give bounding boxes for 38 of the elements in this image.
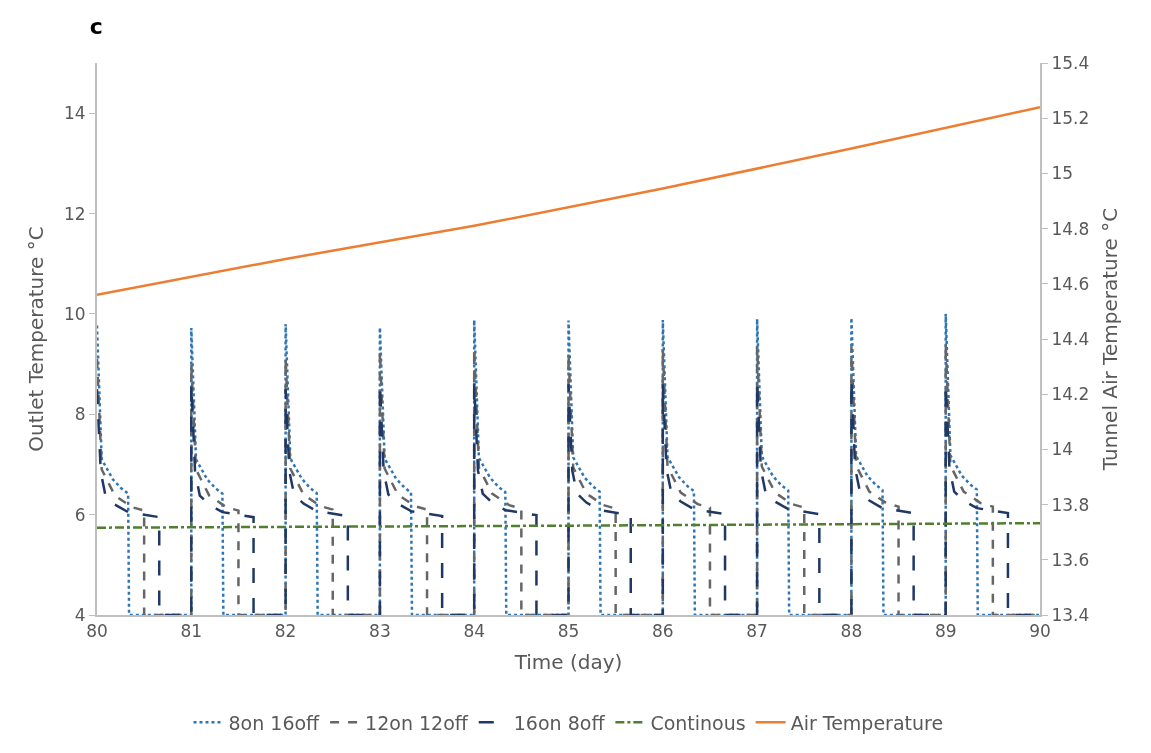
legend-label: 8on 16off <box>228 711 321 734</box>
y2-tick-label: 13.8 <box>1051 494 1090 515</box>
x-axis-title: Time (day) <box>513 650 623 675</box>
legend-label: 12on 12off <box>365 711 469 734</box>
chart-title: c <box>89 14 103 40</box>
y-axis-title: Outlet Temperature °C <box>23 226 48 452</box>
x-tick-label: 90 <box>1029 621 1051 642</box>
x-tick-label: 88 <box>840 621 863 642</box>
x-tick-label: 83 <box>369 621 391 642</box>
legend-label: 16on 8off <box>513 711 606 734</box>
y-tick-label: 12 <box>63 203 86 224</box>
x-tick-label: 84 <box>463 621 486 642</box>
y2-tick-label: 14 <box>1051 439 1074 460</box>
legend-label: Continous <box>650 711 746 734</box>
x-tick-label: 82 <box>274 621 297 642</box>
y2-tick-label: 15 <box>1051 163 1074 184</box>
y2-tick-label: 14.2 <box>1051 384 1090 405</box>
y2-axis-title: Tunnel Air Temperature °C <box>1098 207 1123 472</box>
y-tick-label: 6 <box>74 504 86 525</box>
x-tick-label: 86 <box>651 621 674 642</box>
y2-tick-label: 13.6 <box>1051 549 1090 570</box>
y2-tick-label: 13.4 <box>1051 604 1090 625</box>
y2-tick-label: 14.4 <box>1051 328 1090 349</box>
x-tick-label: 87 <box>746 621 768 642</box>
x-tick-label: 85 <box>557 621 580 642</box>
y-tick-label: 10 <box>63 303 86 324</box>
y2-tick-label: 15.2 <box>1051 108 1090 129</box>
x-tick-label: 81 <box>180 621 203 642</box>
y-tick-label: 4 <box>74 604 86 625</box>
line-series <box>97 105 1040 297</box>
y-tick-label: 14 <box>63 103 86 124</box>
x-tick-label: 89 <box>934 621 957 642</box>
y2-tick-label: 14.8 <box>1051 218 1090 239</box>
x-tick-label: 80 <box>86 621 108 642</box>
y2-tick-label: 14.6 <box>1051 273 1090 294</box>
y2-tick-label: 15.4 <box>1051 52 1090 73</box>
legend-label: Air Temperature <box>790 711 944 734</box>
y-tick-label: 8 <box>74 404 86 425</box>
